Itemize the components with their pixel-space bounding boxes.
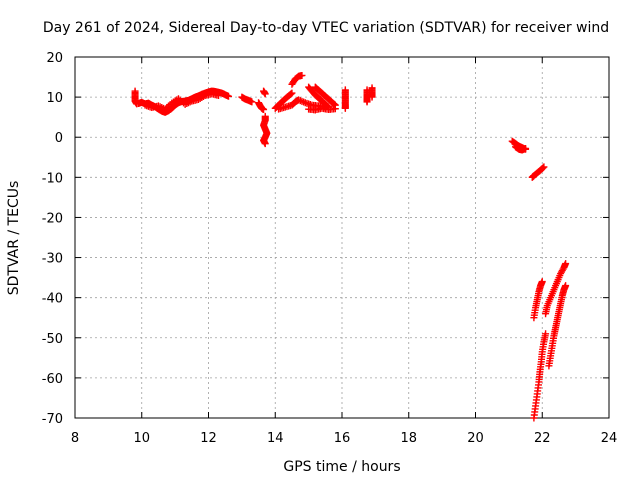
data-points: [131, 71, 570, 422]
data-point: [260, 106, 268, 114]
data-point: [261, 140, 269, 148]
data-point: [538, 278, 546, 286]
grid-lines: [75, 57, 609, 418]
x-tick-label: 24: [601, 431, 618, 446]
data-point: [562, 260, 570, 268]
x-tick-label: 22: [534, 431, 551, 446]
data-point: [248, 98, 256, 106]
data-point: [288, 89, 296, 97]
data-point: [540, 163, 548, 171]
data-point: [539, 164, 547, 172]
x-tick-label: 14: [267, 431, 284, 446]
data-point: [363, 98, 371, 106]
data-point: [215, 92, 223, 100]
y-tick-label: -50: [42, 332, 63, 347]
data-point: [562, 282, 570, 290]
data-point: [330, 100, 338, 108]
y-tick-label: 0: [55, 131, 63, 146]
x-tick-label: 18: [400, 431, 417, 446]
y-tick-label: -40: [42, 292, 63, 307]
x-axis-ticks: 8 10 12 14 16 18 20 22 24: [71, 57, 617, 446]
data-point: [341, 104, 349, 112]
x-tick-label: 8: [71, 431, 79, 446]
x-tick-label: 12: [200, 431, 217, 446]
data-point: [368, 93, 376, 101]
y-tick-label: -20: [42, 211, 63, 226]
y-axis-ticks: 20 10 0 -10 -20 -30 -40 -50 -60 -70: [42, 51, 609, 427]
x-tick-label: 16: [334, 431, 351, 446]
data-point: [261, 90, 269, 98]
y-tick-label: 20: [46, 51, 63, 66]
data-point: [542, 330, 550, 338]
y-tick-label: -60: [42, 372, 63, 387]
data-point: [331, 105, 339, 113]
x-axis-label: GPS time / hours: [283, 459, 400, 475]
x-tick-label: 20: [467, 431, 484, 446]
data-point: [522, 144, 530, 152]
data-point: [225, 92, 233, 100]
data-point: [298, 71, 306, 79]
y-tick-label: 10: [46, 91, 63, 106]
y-tick-label: -10: [42, 171, 63, 186]
y-axis-label: SDTVAR / TECUs: [6, 181, 22, 296]
x-tick-label: 10: [133, 431, 150, 446]
chart-title: Day 261 of 2024, Sidereal Day-to-day VTE…: [43, 20, 609, 36]
y-tick-label: -30: [42, 252, 63, 267]
y-tick-label: -70: [42, 412, 63, 427]
data-point: [287, 90, 295, 98]
